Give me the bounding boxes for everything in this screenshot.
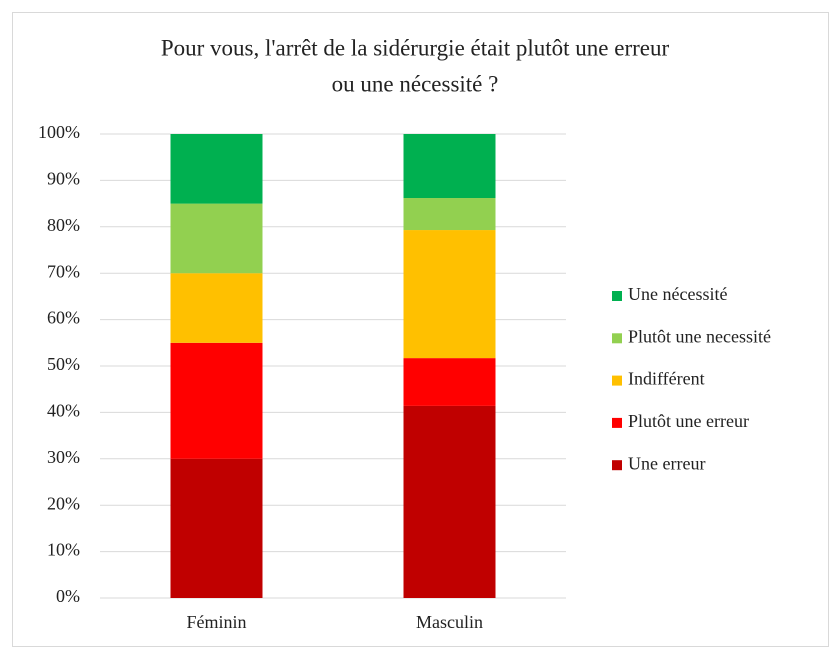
legend-label: Une nécessité: [628, 284, 727, 304]
chart-title: ou une nécessité ?: [332, 71, 499, 96]
bar-segment: [170, 273, 263, 343]
bar-segment: [403, 198, 496, 231]
legend-label: Une erreur: [628, 453, 705, 473]
legend-label: Plutôt une erreur: [628, 411, 749, 431]
bar-segment: [403, 134, 496, 199]
y-tick-label: 10%: [47, 540, 80, 560]
y-tick-label: 90%: [47, 169, 80, 189]
x-tick-label: Masculin: [416, 612, 483, 632]
bar-segment: [403, 230, 496, 359]
y-tick-label: 50%: [47, 354, 80, 374]
legend-swatch: [612, 375, 622, 386]
x-tick-label: Féminin: [186, 612, 246, 632]
bar-segment: [170, 203, 263, 274]
y-tick-label: 30%: [47, 447, 80, 467]
legend-swatch: [612, 333, 622, 344]
y-tick-label: 40%: [47, 401, 80, 421]
chart-title: Pour vous, l'arrêt de la sidérurgie étai…: [161, 35, 670, 60]
legend-label: Indifférent: [628, 369, 705, 389]
legend-label: Plutôt une necessité: [628, 326, 771, 346]
y-tick-label: 60%: [47, 308, 80, 328]
y-tick-label: 70%: [47, 261, 80, 281]
bar-segment: [403, 358, 496, 406]
bar-segment: [170, 458, 263, 598]
y-tick-label: 20%: [47, 493, 80, 513]
y-tick-label: 80%: [47, 215, 80, 235]
y-tick-label: 0%: [56, 586, 80, 606]
bar-segment: [170, 342, 263, 459]
y-tick-label: 100%: [38, 122, 80, 142]
bar-segment: [403, 405, 496, 598]
legend-swatch: [612, 291, 622, 301]
legend-swatch: [612, 460, 622, 471]
bar-segment: [170, 134, 263, 204]
legend-swatch: [612, 417, 622, 428]
